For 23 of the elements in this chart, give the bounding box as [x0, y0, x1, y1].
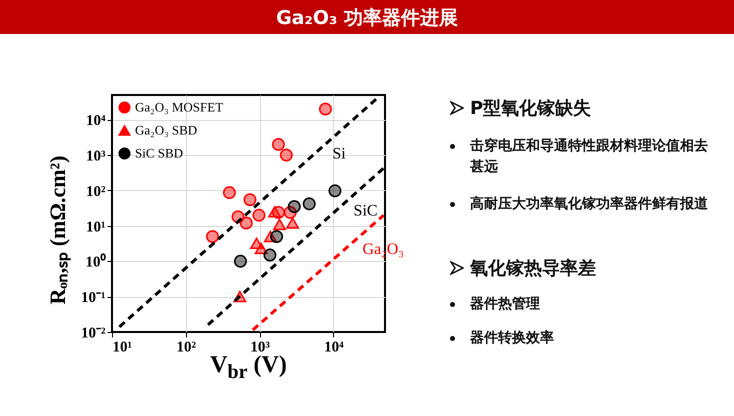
series-label: SiC: [354, 202, 378, 220]
legend-label: SiC SBD: [135, 146, 184, 160]
text: 器件热管理: [470, 295, 541, 314]
y-tick-label: 10³: [86, 148, 106, 165]
text: 高耐压大功率氧化镓功率器件鲜有报道: [470, 194, 709, 214]
text: 击穿电压和导通特性跟材料理论值相去甚远: [470, 136, 709, 177]
y-tick-label: 10⁰: [86, 252, 106, 271]
legend-label: Ga₂O₃ MOSFET: [135, 100, 224, 114]
text: 氧化镓热导率差: [470, 258, 596, 279]
y-tick-label: 10⁻¹: [81, 290, 106, 306]
y-axis-title: Rₒₙ,ₛₚ (mΩ.cm²): [44, 154, 71, 306]
chart-title: Ga₂O₃ 功率器件进展: [275, 6, 459, 31]
legend-label: Ga₂O₃ SBD: [135, 122, 198, 138]
y-tick-label: 10⁻²: [81, 326, 106, 342]
text: P型氧化镓缺失: [470, 98, 592, 119]
text: 器件转换效率: [470, 328, 555, 348]
x-tick-label: 10¹: [112, 340, 132, 356]
y-tick-label: 10²: [86, 184, 106, 200]
y-tick-label: 10⁴: [86, 113, 106, 130]
series-label: Si: [332, 145, 346, 162]
x-tick-label: 10²: [176, 340, 197, 356]
y-tick-label: 10¹: [86, 219, 106, 236]
x-tick-label: 10⁴: [324, 340, 344, 356]
